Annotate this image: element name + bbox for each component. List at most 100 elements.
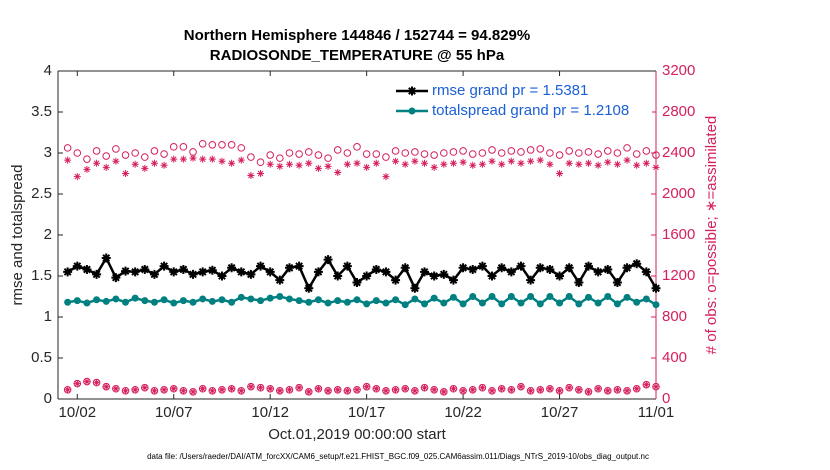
marker <box>593 267 603 277</box>
marker <box>333 146 342 154</box>
marker <box>179 297 187 305</box>
marker <box>622 263 632 273</box>
marker <box>449 148 458 156</box>
marker <box>83 155 91 163</box>
marker <box>642 159 650 167</box>
marker <box>141 384 149 392</box>
marker <box>247 153 255 161</box>
marker <box>372 159 380 167</box>
x-axis-label: Oct.01,2019 00:00:00 start <box>268 426 446 443</box>
marker <box>546 293 554 300</box>
marker <box>352 278 362 288</box>
y-tick-label: 0 <box>44 390 52 407</box>
marker <box>421 159 429 167</box>
x-tick-label: 10/22 <box>444 404 482 421</box>
marker <box>295 150 303 158</box>
marker <box>421 384 429 392</box>
y-tick-label: 3.5 <box>31 103 52 120</box>
marker <box>285 160 293 168</box>
marker <box>198 139 207 148</box>
marker <box>575 300 583 308</box>
marker <box>555 271 565 281</box>
y2-tick-label: 1200 <box>662 267 695 284</box>
marker <box>102 152 111 160</box>
footnote: data file: /Users/raeder/DAI/ATM_forcXX/… <box>147 452 649 461</box>
marker <box>228 298 236 306</box>
marker <box>237 156 245 164</box>
marker <box>92 147 101 155</box>
marker <box>208 387 216 395</box>
marker <box>604 387 612 395</box>
marker <box>150 387 158 395</box>
marker <box>323 255 333 265</box>
marker <box>141 164 149 172</box>
marker <box>227 263 237 273</box>
marker <box>72 261 82 271</box>
marker <box>430 294 438 302</box>
marker <box>131 160 139 168</box>
marker <box>516 261 526 271</box>
marker <box>362 150 371 158</box>
marker <box>218 296 226 304</box>
marker <box>237 293 245 301</box>
marker <box>353 296 361 304</box>
marker <box>517 159 525 167</box>
marker <box>122 387 130 395</box>
marker <box>63 267 73 277</box>
marker <box>228 159 236 167</box>
marker <box>276 154 284 162</box>
marker <box>536 386 544 394</box>
marker <box>160 161 168 169</box>
marker <box>612 278 622 288</box>
marker <box>314 296 322 304</box>
marker <box>623 293 631 301</box>
marker <box>556 387 564 395</box>
marker <box>613 300 621 308</box>
marker <box>343 298 351 306</box>
marker <box>218 386 226 394</box>
marker <box>179 387 187 395</box>
marker <box>613 386 621 394</box>
marker <box>92 269 102 279</box>
y-tick-label: 3 <box>44 144 52 161</box>
marker <box>363 383 371 391</box>
marker <box>82 264 92 274</box>
marker <box>305 388 313 396</box>
marker <box>527 293 535 300</box>
marker <box>199 155 207 163</box>
marker <box>536 300 544 308</box>
marker <box>131 386 139 394</box>
marker <box>565 147 573 155</box>
marker <box>430 386 438 394</box>
marker <box>429 271 439 281</box>
marker <box>459 147 467 155</box>
marker <box>140 264 150 274</box>
marker <box>93 379 101 387</box>
marker <box>583 261 593 271</box>
marker <box>506 267 516 277</box>
marker <box>170 385 178 393</box>
marker <box>141 297 149 305</box>
marker <box>149 269 159 279</box>
marker <box>208 297 216 305</box>
marker <box>247 295 255 303</box>
marker <box>207 265 217 275</box>
marker <box>623 144 631 152</box>
y-tick-label: 2 <box>44 226 52 243</box>
marker <box>112 145 120 153</box>
marker <box>372 385 380 393</box>
marker <box>642 295 650 303</box>
marker <box>498 300 506 308</box>
y2-tick-label: 2800 <box>662 103 695 120</box>
marker <box>392 296 400 304</box>
marker <box>236 267 246 277</box>
marker <box>198 267 208 277</box>
marker <box>440 160 448 168</box>
marker <box>247 172 255 180</box>
marker <box>642 147 651 155</box>
legend-marker <box>408 107 416 115</box>
marker <box>63 144 72 152</box>
marker <box>130 267 140 277</box>
marker <box>160 386 168 394</box>
